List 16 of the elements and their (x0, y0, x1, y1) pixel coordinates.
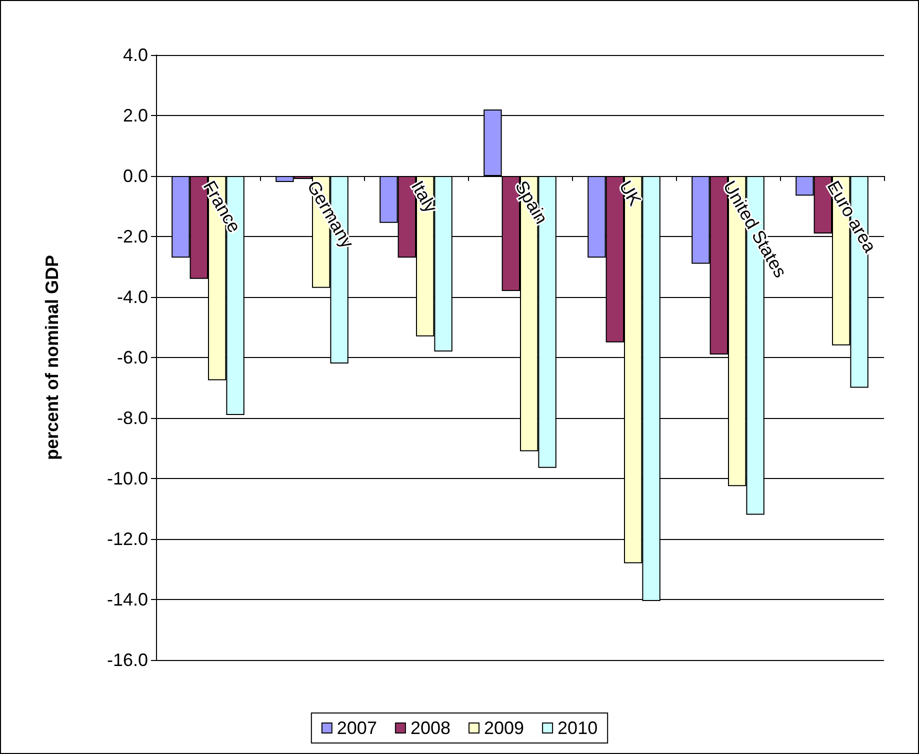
y-tick-label: -10.0 (106, 468, 148, 488)
y-tick-label: -6.0 (116, 348, 148, 368)
legend-label: 2008 (410, 718, 451, 738)
y-tick-label: -8.0 (116, 408, 148, 428)
y-tick-label: -2.0 (116, 226, 148, 246)
y-axis-title: percent of nominal GDP (42, 254, 62, 460)
legend-label: 2009 (484, 718, 524, 738)
y-tick-label: -4.0 (116, 287, 148, 307)
y-tick-label: 0.0 (122, 166, 148, 186)
y-tick-label: -14.0 (106, 590, 148, 610)
y-tick-label: 4.0 (122, 45, 148, 65)
legend-label: 2010 (558, 718, 598, 738)
y-tick-label: -16.0 (106, 650, 148, 670)
y-tick-label: -12.0 (106, 529, 148, 549)
y-tick-label: 2.0 (122, 106, 148, 126)
legend-label: 2007 (336, 718, 377, 738)
